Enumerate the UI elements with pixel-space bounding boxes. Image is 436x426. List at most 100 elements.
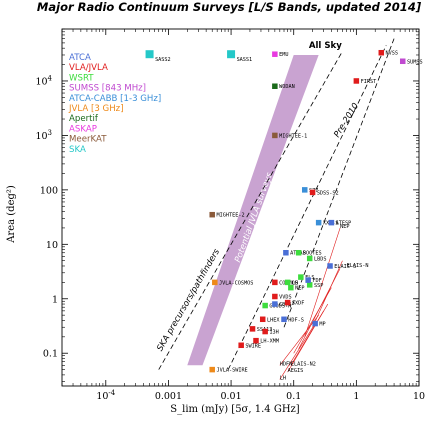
survey-point: [328, 219, 335, 226]
chart-title: Major Radio Continuum Surveys [L/S Bands…: [37, 0, 422, 14]
pre-2010-label: Pre-2010: [332, 101, 361, 139]
point-label: ELAIS-N2: [291, 361, 316, 367]
survey-point: [209, 366, 215, 373]
legend-entry: ATCA-CABB [1-3 GHz]: [69, 94, 161, 104]
point-label: ELAIS-N: [347, 263, 369, 269]
x-tick-label: 10-4: [96, 389, 115, 402]
point-label: HDF-S: [288, 317, 304, 323]
legend-entry: ASKAP: [69, 124, 97, 134]
survey-point: [301, 187, 308, 193]
survey-point: [284, 299, 291, 306]
point-label: FDF: [312, 278, 321, 284]
connector-line: [312, 260, 343, 328]
point-label: MIGHTEE-2: [216, 213, 244, 219]
point-label: GOODS-N: [269, 304, 291, 310]
jvla-survey-band: [187, 54, 319, 366]
survey-point: [249, 326, 256, 332]
x-tick-label: 0.1: [286, 391, 301, 402]
y-axis-label: Area (deg²): [6, 185, 17, 244]
point-label: LH: [292, 280, 298, 286]
survey-point: [305, 277, 311, 283]
survey-point: [209, 211, 215, 218]
y-tick-label: 0.1: [43, 349, 58, 360]
survey-point: [227, 50, 236, 59]
survey-point: [288, 284, 294, 291]
survey-point: [284, 279, 291, 286]
survey-point: [272, 301, 278, 307]
survey-point: [238, 342, 244, 349]
ska-precursors-line: [158, 51, 343, 370]
point-label: SWIRE: [245, 343, 261, 349]
axes-frame: [61, 28, 420, 387]
survey-point: [353, 78, 360, 84]
point-label: LBDS: [314, 256, 327, 262]
y-tick-label: 10: [46, 240, 58, 251]
x-axis-label: S_lim (mJy) [5σ, 1.4 GHz]: [170, 404, 300, 415]
point-label: SXDF: [292, 301, 305, 307]
legend-entry: SKA: [69, 145, 86, 155]
point-label: SASS1: [237, 57, 253, 63]
point-label: SUMSS: [407, 59, 423, 65]
point-label: HDFN: [280, 361, 293, 367]
survey-point: [306, 282, 313, 288]
survey-point: [253, 337, 259, 344]
point-label: EMU: [279, 52, 288, 58]
y-tick-label: 104: [35, 74, 52, 87]
point-label: SASS2: [155, 57, 171, 63]
point-label: NEP: [340, 224, 349, 230]
survey-point: [309, 189, 316, 196]
point-label: WODAN: [279, 84, 295, 90]
survey-point: [399, 58, 406, 65]
y-tick-label: 103: [35, 129, 52, 142]
connector-line: [279, 314, 319, 366]
y-tick-label: 100: [40, 185, 58, 196]
survey-point: [145, 50, 154, 59]
legend-entry: Apertif: [69, 114, 99, 124]
point-label: NVSS: [386, 51, 399, 57]
point-label: LHEX: [267, 317, 280, 323]
survey-point: [212, 279, 218, 286]
point-label: MIGHTEE-1: [279, 133, 307, 139]
point-label: SDSS-S2: [317, 190, 339, 196]
survey-point: [281, 316, 287, 323]
legend-entry: SUMSS [843 MHz]: [69, 84, 146, 94]
point-label: SSP: [314, 283, 323, 289]
survey-point: [262, 328, 268, 335]
connector-line: [279, 323, 316, 380]
survey-point: [298, 274, 304, 280]
point-label: MP: [319, 322, 325, 328]
all-sky-label: All Sky: [309, 41, 342, 51]
survey-point: [259, 316, 266, 323]
survey-point: [272, 51, 278, 57]
x-tick-label: 0.001: [155, 391, 182, 402]
point-label: JVLA-COSMOS: [219, 280, 253, 286]
point-label: FIRST: [361, 79, 377, 85]
legend-entry: WSRT: [69, 73, 94, 83]
connector-line: [287, 303, 329, 373]
survey-point: [327, 263, 333, 269]
survey-point: [283, 249, 289, 256]
survey-point: [272, 132, 278, 139]
x-tick-label: 10: [413, 391, 425, 402]
y-tick-label: 1: [52, 294, 58, 305]
point-label: BOOTES: [303, 251, 322, 257]
point-label: ELAIS-S: [334, 264, 356, 270]
point-label: ATESP: [336, 221, 352, 227]
survey-point: [306, 255, 313, 262]
connector-line: [304, 227, 341, 337]
survey-point: [378, 49, 385, 56]
point-label: 13H: [269, 330, 278, 336]
point-label: VVDS: [279, 295, 292, 301]
x-tick-label: 0.01: [220, 391, 241, 402]
survey-point: [272, 83, 278, 89]
point-label: JVLA-SWIRE: [216, 368, 247, 374]
survey-point: [315, 219, 322, 226]
x-tick-label: 1: [353, 391, 359, 402]
point-label: AEGIS: [288, 368, 304, 374]
survey-point: [272, 293, 278, 300]
point-label: LH: [280, 375, 286, 381]
mid-dashed-line: [227, 45, 387, 370]
legend-entry: MeerKAT: [69, 135, 107, 145]
